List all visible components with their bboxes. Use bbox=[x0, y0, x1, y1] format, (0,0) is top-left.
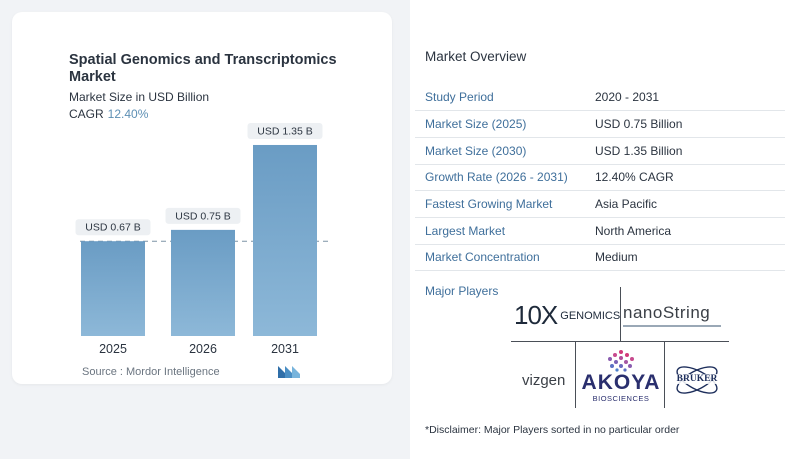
overview-key: Growth Rate (2026 - 2031) bbox=[415, 164, 595, 192]
bar bbox=[253, 144, 317, 336]
genomics-wordmark: GENOMICS bbox=[560, 310, 621, 322]
overview-table: Study Period 2020 - 2031 Market Size (20… bbox=[415, 84, 785, 272]
table-row: Market Concentration Medium bbox=[415, 244, 785, 272]
chart-title: Spatial Genomics and Transcriptomics Mar… bbox=[69, 52, 337, 85]
overview-value: USD 1.35 Billion bbox=[595, 137, 785, 165]
data-label: USD 0.75 B bbox=[175, 210, 230, 222]
table-row: Market Size (2030) USD 1.35 Billion bbox=[415, 137, 785, 165]
mordor-logo-icon bbox=[278, 366, 300, 378]
nanostring-wordmark: nanoString bbox=[623, 303, 711, 322]
akoya-sub-wordmark: BIOSCIENCES bbox=[592, 394, 650, 403]
bar-chart: USD 0.67 B 2025 USD 0.75 B 2026 USD 1.35 B 20… bbox=[75, 122, 330, 356]
overview-key: Market Concentration bbox=[415, 244, 595, 272]
bar bbox=[81, 241, 145, 336]
overview-value: Asia Pacific bbox=[595, 190, 785, 218]
overview-value: Medium bbox=[595, 244, 785, 272]
10x-genomics-logo: 10X GENOMICS bbox=[514, 300, 620, 331]
overview-key: Market Size (2025) bbox=[415, 110, 595, 138]
bruker-wordmark: BRUKER bbox=[671, 374, 723, 384]
overview-key: Study Period bbox=[415, 84, 595, 112]
table-row: Market Size (2025) USD 0.75 Billion bbox=[415, 110, 785, 138]
source-text: Source : Mordor Intelligence bbox=[82, 366, 220, 378]
cagr-value: 12.40% bbox=[107, 107, 149, 121]
nanostring-tagline-icon bbox=[623, 325, 721, 327]
data-label-bg bbox=[165, 207, 241, 224]
cagr-label: CAGR bbox=[69, 107, 104, 121]
chart-subtitle: Market Size in USD Billion bbox=[69, 90, 210, 104]
overview-value: North America bbox=[595, 217, 785, 245]
logo-divider bbox=[511, 341, 729, 342]
akoya-biosciences-logo: AKOYA BIOSCIENCES bbox=[581, 348, 661, 403]
bruker-logo: BRUKER bbox=[671, 360, 723, 400]
data-label-bg bbox=[75, 219, 151, 236]
logo-divider bbox=[664, 341, 665, 408]
table-row: Fastest Growing Market Asia Pacific bbox=[415, 190, 785, 218]
table-row: Growth Rate (2026 - 2031) 12.40% CAGR bbox=[415, 164, 785, 192]
data-label-bg bbox=[247, 122, 323, 139]
10x-wordmark: 10X bbox=[514, 300, 558, 330]
x-tick-label: 2031 bbox=[271, 342, 299, 356]
akoya-dots-icon bbox=[608, 350, 634, 372]
akoya-wordmark: AKOYA bbox=[581, 371, 661, 394]
data-label: USD 1.35 B bbox=[257, 125, 312, 137]
overview-key: Market Size (2030) bbox=[415, 137, 595, 165]
bruker-orbit-icon bbox=[676, 366, 718, 394]
disclaimer: *Disclaimer: Major Players sorted in no … bbox=[425, 424, 680, 436]
overview-value: 12.40% CAGR bbox=[595, 164, 785, 192]
vizgen-logo: vizgen bbox=[522, 372, 566, 389]
table-row: Largest Market North America bbox=[415, 217, 785, 245]
major-players-title: Major Players bbox=[425, 284, 499, 298]
x-tick-label: 2026 bbox=[189, 342, 217, 356]
x-tick-label: 2025 bbox=[99, 342, 127, 356]
overview-value: 2020 - 2031 bbox=[595, 84, 785, 112]
overview-value: USD 0.75 Billion bbox=[595, 110, 785, 138]
overview-key: Largest Market bbox=[415, 217, 595, 245]
cagr: CAGR 12.40% bbox=[69, 107, 148, 121]
logo-divider bbox=[575, 341, 576, 408]
nanostring-logo: nanoString bbox=[623, 303, 721, 327]
overview-title: Market Overview bbox=[425, 49, 527, 64]
data-label: USD 0.67 B bbox=[85, 222, 140, 234]
overview-key: Fastest Growing Market bbox=[415, 190, 595, 218]
logo-divider bbox=[620, 287, 621, 341]
bar bbox=[171, 229, 235, 336]
table-row: Study Period 2020 - 2031 bbox=[415, 84, 785, 112]
